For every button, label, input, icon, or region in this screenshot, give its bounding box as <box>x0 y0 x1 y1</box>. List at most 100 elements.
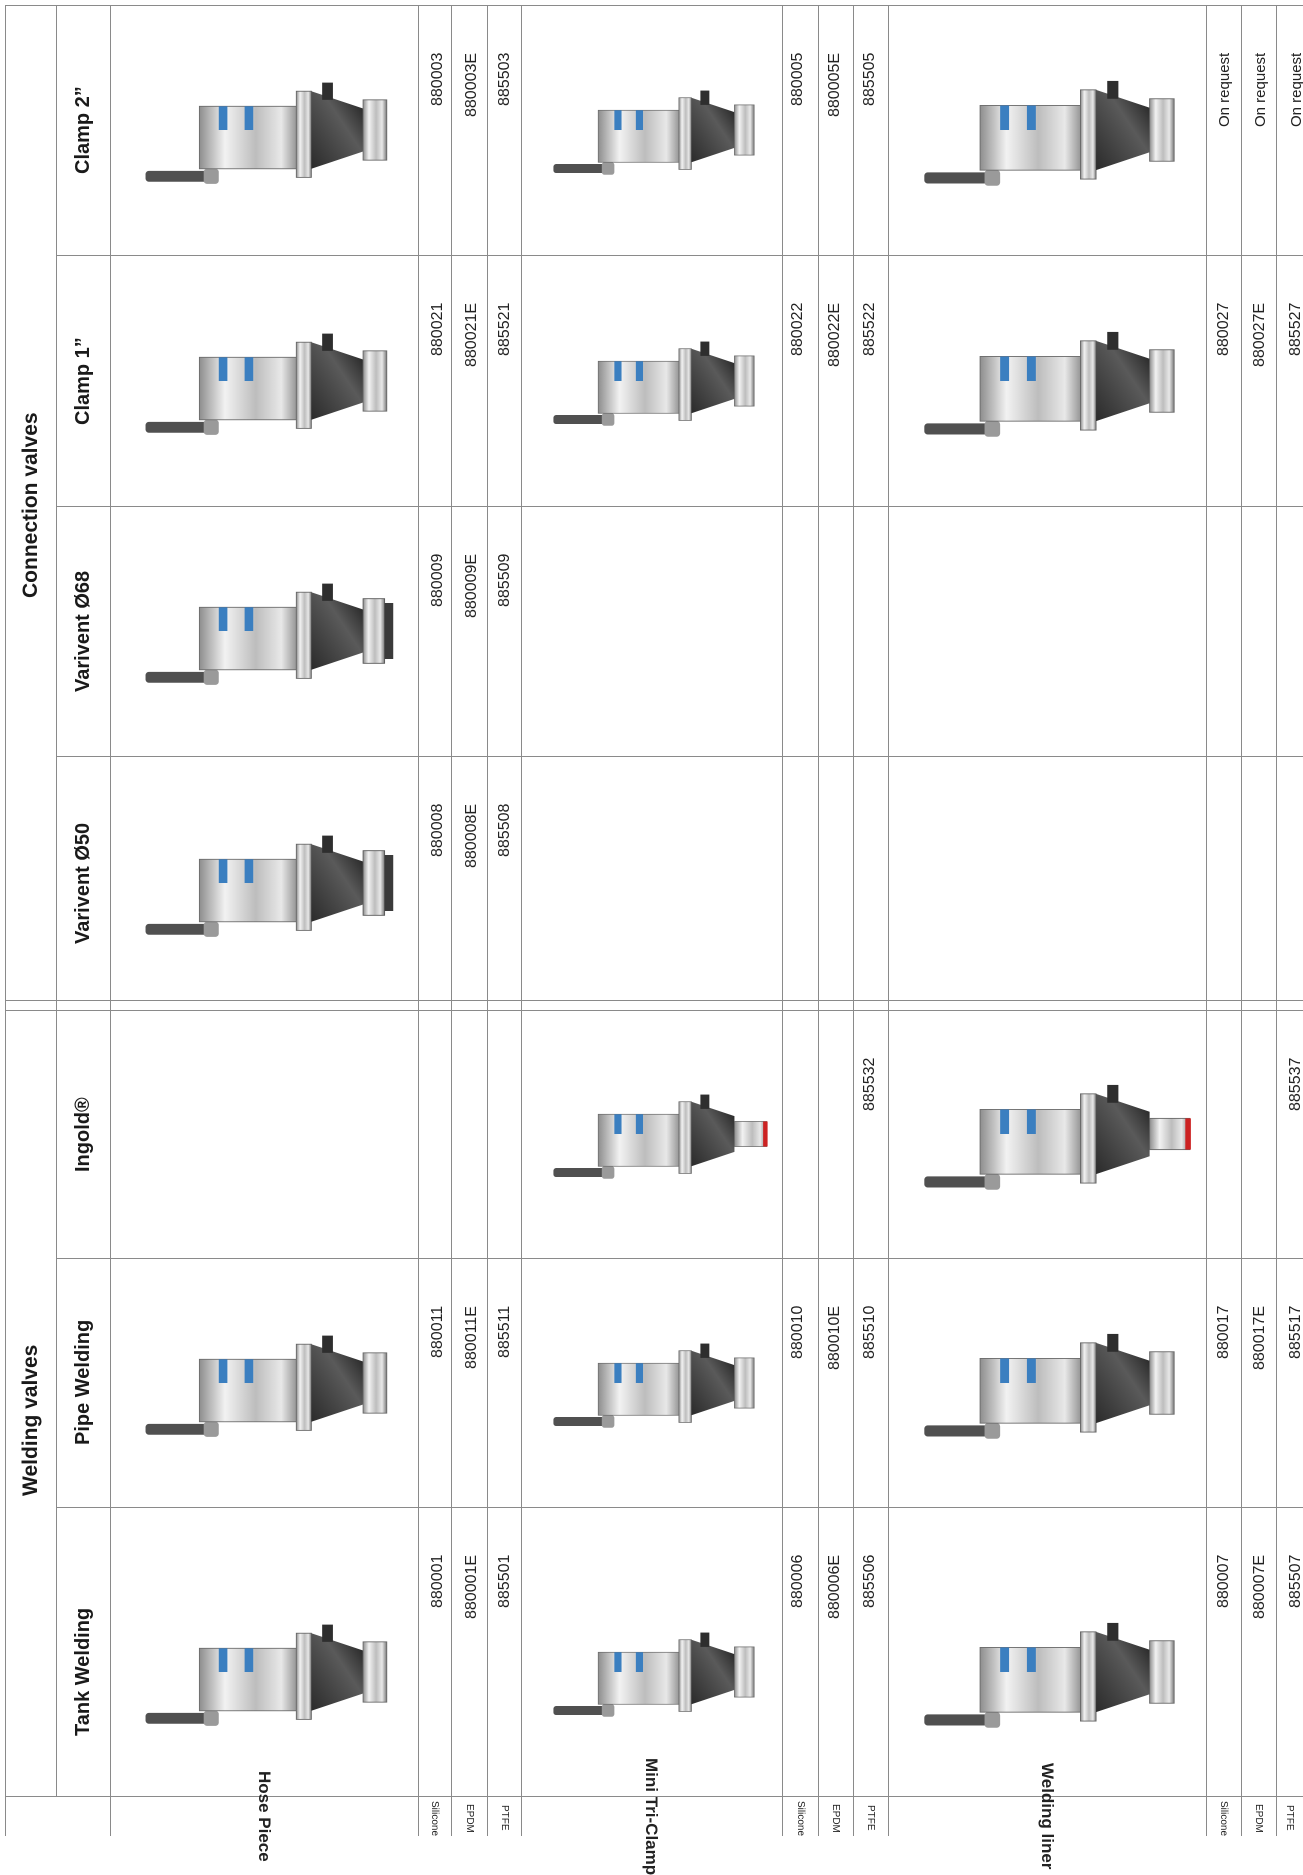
valve-image <box>535 1525 768 1818</box>
grid-line <box>110 5 111 1836</box>
grid-line <box>56 5 57 1010</box>
part-number: 880005 <box>789 53 807 106</box>
grid-line <box>853 5 854 1836</box>
valve-drawing <box>535 23 768 237</box>
material-label-silicone: Silicone <box>429 1801 440 1836</box>
valve-drawing <box>902 1525 1192 1818</box>
valve-image <box>124 774 404 992</box>
valve-image <box>902 273 1192 488</box>
grid-line <box>56 506 1303 507</box>
material-label-epdm: EPDM <box>464 1804 475 1833</box>
grid-line <box>5 1000 1303 1001</box>
part-number: 885505 <box>861 53 879 106</box>
part-number: 880006 <box>789 1555 807 1608</box>
part-number: 885527 <box>1287 303 1303 356</box>
part-number: 880027 <box>1215 303 1233 356</box>
part-number: 885517 <box>1287 1306 1303 1359</box>
grid-line <box>5 5 6 1836</box>
valve-drawing <box>535 1525 768 1818</box>
grid-line <box>888 5 889 1836</box>
grid-line <box>782 5 783 1836</box>
valve-drawing <box>902 273 1192 488</box>
part-number: 880011E <box>463 1306 481 1369</box>
part-number: 880017E <box>1251 1306 1269 1370</box>
part-number: On request <box>1216 53 1233 127</box>
valve-image <box>902 1525 1192 1818</box>
grid-line <box>56 1258 1303 1259</box>
part-number: 885511 <box>496 1306 514 1358</box>
valve-drawing <box>124 273 404 488</box>
part-number: 885521 <box>496 303 514 356</box>
grid-line <box>5 5 1303 6</box>
part-number: On request <box>1252 53 1269 127</box>
part-number: 880011 <box>429 1306 447 1358</box>
part-number: 885506 <box>861 1555 879 1608</box>
grid-line <box>521 5 522 1836</box>
part-number: 880009E <box>463 554 481 618</box>
grid-line <box>56 756 1303 757</box>
grid-line <box>1206 5 1207 1836</box>
valve-drawing <box>535 273 768 488</box>
column-header-3: Varivent Ø50 <box>72 822 95 943</box>
part-number: 885509 <box>496 554 514 607</box>
part-number: 880010 <box>789 1306 807 1359</box>
valve-image <box>124 1276 404 1489</box>
valve-drawing <box>124 524 404 738</box>
valve-drawing <box>124 23 404 237</box>
part-number: 880010E <box>826 1306 844 1370</box>
part-number: 880006E <box>826 1555 844 1619</box>
grid-line <box>5 1010 1303 1011</box>
part-number: 880005E <box>826 53 844 117</box>
column-header-0: Tank Welding <box>72 1607 95 1735</box>
grid-line <box>451 5 452 1836</box>
grid-line <box>818 5 819 1836</box>
part-number: 885503 <box>496 53 514 106</box>
material-label-epdm: EPDM <box>830 1804 841 1833</box>
grid-line <box>1241 5 1242 1836</box>
part-number: 885510 <box>861 1306 879 1359</box>
part-number: 880027E <box>1251 303 1269 367</box>
valve-drawing <box>535 1028 768 1240</box>
valve-drawing <box>902 1276 1192 1489</box>
column-header-1: Pipe Welding <box>72 1320 95 1445</box>
valve-drawing <box>902 23 1192 237</box>
part-number: 880017 <box>1215 1306 1233 1359</box>
material-label-ptfe: PTFE <box>1284 1805 1295 1831</box>
part-number: 885532 <box>861 1058 879 1111</box>
part-number: 880003 <box>429 53 447 106</box>
part-number: 880001 <box>429 1555 447 1608</box>
part-number: On request <box>1288 53 1303 127</box>
group-title-welding-valves: Welding valves <box>19 1344 43 1495</box>
column-header-4: Varivent Ø68 <box>72 570 95 691</box>
material-label-ptfe: PTFE <box>499 1805 510 1831</box>
part-number: 880008 <box>429 804 447 857</box>
column-header-5: Clamp 1” <box>72 337 95 425</box>
valve-image <box>902 1276 1192 1489</box>
part-number: 880008E <box>463 804 481 868</box>
material-label-silicone: Silicone <box>795 1801 806 1836</box>
grid-line <box>1276 5 1277 1836</box>
valve-drawing <box>124 1525 404 1818</box>
valve-drawing <box>535 1276 768 1489</box>
column-header-6: Clamp 2” <box>72 86 95 174</box>
part-number: 885522 <box>861 303 879 356</box>
part-number: 880021E <box>463 303 481 367</box>
group-title-connection-valves: Connection valves <box>19 412 43 598</box>
part-number: 880007 <box>1215 1555 1233 1608</box>
valve-image <box>902 1028 1192 1240</box>
valve-drawing <box>124 1276 404 1489</box>
valve-image <box>535 23 768 237</box>
part-number: 885507 <box>1287 1555 1303 1608</box>
valve-image <box>902 23 1192 237</box>
part-number: 880007E <box>1251 1555 1269 1619</box>
column-header-2: Ingold® <box>72 1097 95 1172</box>
grid-line <box>487 5 488 1836</box>
material-label-ptfe: PTFE <box>865 1805 876 1831</box>
valve-drawing <box>124 774 404 992</box>
part-number: 880021 <box>429 303 447 356</box>
grid-line <box>56 1010 57 1796</box>
part-number: 885508 <box>496 804 514 857</box>
material-label-epdm: EPDM <box>1253 1804 1264 1833</box>
grid-line <box>418 5 419 1836</box>
grid-line <box>56 255 1303 256</box>
